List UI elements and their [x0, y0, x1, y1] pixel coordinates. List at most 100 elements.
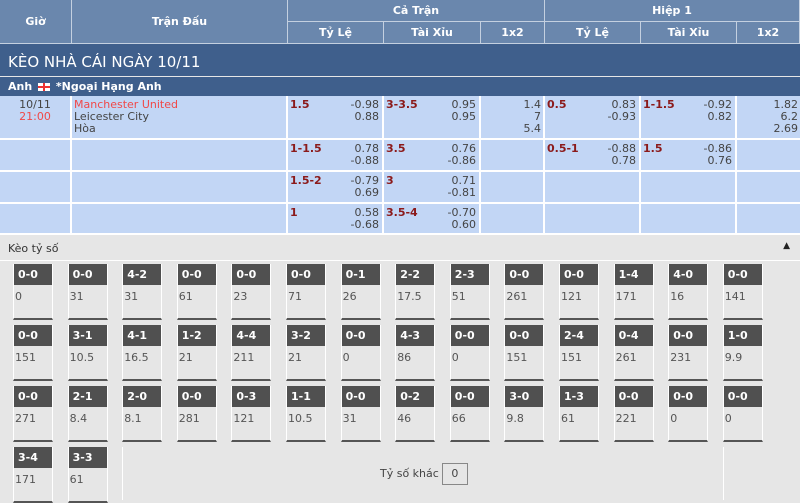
- score-odd[interactable]: 23: [233, 290, 248, 303]
- score-cell[interactable]: 4-1 16.5: [122, 325, 163, 381]
- score-odd[interactable]: 0: [670, 412, 678, 425]
- h1-over-under-odd-2[interactable]: 0.82: [707, 110, 733, 123]
- ft-over-under-odd-2[interactable]: -0.81: [447, 186, 476, 199]
- score-cell[interactable]: 0-0 0: [449, 325, 490, 381]
- score-cell[interactable]: 0-0 141: [722, 264, 763, 320]
- away-team[interactable]: Leicester City: [74, 110, 149, 123]
- score-odd[interactable]: 71: [288, 290, 302, 303]
- h1-1x2[interactable]: [737, 172, 800, 204]
- score-odd[interactable]: 151: [506, 351, 528, 364]
- score-cell[interactable]: 0-0 151: [504, 325, 545, 381]
- score-cell[interactable]: 0-0 23: [231, 264, 272, 320]
- score-odd[interactable]: 31: [342, 412, 357, 425]
- score-cell[interactable]: 2-4 151: [559, 325, 599, 381]
- triangle-up-icon[interactable]: ▲: [783, 241, 790, 251]
- score-cell[interactable]: 0-0 0: [13, 264, 53, 320]
- home-team[interactable]: Manchester United: [74, 98, 178, 111]
- score-odd[interactable]: 9.9: [724, 351, 743, 364]
- score-odd[interactable]: 66: [451, 412, 466, 425]
- score-cell[interactable]: 1-0 9.9: [722, 325, 763, 381]
- h1-over-under[interactable]: [641, 204, 737, 235]
- score-cell[interactable]: 0-0 66: [449, 386, 490, 442]
- score-odd[interactable]: 9.8: [506, 412, 524, 425]
- score-odd[interactable]: 61: [561, 412, 575, 425]
- score-cell[interactable]: 4-3 86: [395, 325, 436, 381]
- score-cell[interactable]: 4-0 16: [668, 264, 709, 320]
- ft-over-under-odd-2[interactable]: 0.95: [451, 110, 477, 123]
- score-odd[interactable]: 261: [615, 351, 637, 364]
- score-odd[interactable]: 0: [15, 290, 22, 303]
- score-odd[interactable]: 61: [178, 290, 193, 303]
- score-cell[interactable]: 0-0 31: [67, 264, 108, 320]
- ft-1x2[interactable]: [481, 140, 545, 172]
- score-odd[interactable]: 8.1: [124, 412, 142, 425]
- score-cell[interactable]: 1-3 61: [559, 386, 599, 442]
- score-cell[interactable]: 2-0 8.1: [122, 386, 163, 442]
- h1-1x2-away[interactable]: 6.2: [780, 110, 799, 123]
- h1-over-under-odd-1[interactable]: -0.92: [703, 98, 732, 111]
- score-odd[interactable]: 281: [178, 412, 200, 425]
- h1-handicap[interactable]: 0.5 0.83 -0.93: [545, 96, 641, 140]
- score-cell[interactable]: 4-4 211: [231, 325, 272, 381]
- score-cell[interactable]: 0-0 261: [504, 264, 545, 320]
- score-cell[interactable]: 0-0 231: [668, 325, 709, 381]
- h1-over-under[interactable]: [641, 172, 737, 204]
- ft-handicap[interactable]: 1 0.58 -0.68: [288, 204, 384, 235]
- score-odd[interactable]: 17.5: [397, 290, 422, 303]
- score-odd[interactable]: 231: [670, 351, 692, 364]
- score-cell[interactable]: 0-1 26: [340, 264, 381, 320]
- score-odd[interactable]: 10.5: [69, 351, 95, 364]
- score-odd[interactable]: 211: [233, 351, 255, 364]
- ft-handicap-odd-2[interactable]: 0.88: [354, 110, 380, 123]
- score-odd[interactable]: 46: [397, 412, 412, 425]
- score-cell[interactable]: 0-0 0: [340, 325, 381, 381]
- h1-handicap-odd-2[interactable]: 0.78: [611, 154, 637, 167]
- score-odd[interactable]: 16.5: [124, 351, 149, 364]
- score-cell[interactable]: 2-2 17.5: [395, 264, 436, 320]
- score-cell[interactable]: 3-4 171: [13, 447, 53, 503]
- ft-handicap-odd-1[interactable]: -0.79: [350, 174, 379, 187]
- score-cell[interactable]: 0-0 0: [722, 386, 763, 442]
- ft-over-under[interactable]: 3.5-4 -0.70 0.60: [384, 204, 481, 235]
- score-cell[interactable]: 3-1 10.5: [67, 325, 108, 381]
- score-odd[interactable]: 261: [506, 290, 528, 303]
- ft-over-under-odd-2[interactable]: -0.86: [447, 154, 476, 167]
- h1-handicap-odd-1[interactable]: 0.83: [611, 98, 637, 111]
- score-odd[interactable]: 121: [233, 412, 255, 425]
- score-odd[interactable]: 10.5: [288, 412, 313, 425]
- score-cell[interactable]: 0-3 121: [231, 386, 272, 442]
- ft-over-under[interactable]: 3-3.5 0.95 0.95: [384, 96, 481, 140]
- score-odd[interactable]: 271: [15, 412, 36, 425]
- score-cell[interactable]: 3-0 9.8: [504, 386, 545, 442]
- league-row[interactable]: Anh *Ngoại Hạng Anh: [0, 77, 800, 96]
- score-cell[interactable]: 0-0 221: [613, 386, 654, 442]
- score-odd[interactable]: 121: [561, 290, 582, 303]
- ft-1x2[interactable]: [481, 172, 545, 204]
- ft-1x2[interactable]: [481, 204, 545, 235]
- ft-handicap-odd-1[interactable]: 0.78: [354, 142, 380, 155]
- score-odd[interactable]: 141: [724, 290, 746, 303]
- score-cell[interactable]: 1-2 21: [176, 325, 217, 381]
- score-odd[interactable]: 151: [561, 351, 582, 364]
- score-odd[interactable]: 0: [724, 412, 732, 425]
- score-odd[interactable]: 171: [15, 473, 36, 486]
- score-cell[interactable]: 0-0 71: [286, 264, 326, 320]
- ft-handicap-odd-2[interactable]: -0.88: [350, 154, 379, 167]
- h1-1x2[interactable]: [737, 140, 800, 172]
- score-odd[interactable]: 221: [615, 412, 637, 425]
- ft-handicap[interactable]: 1.5-2 -0.79 0.69: [288, 172, 384, 204]
- ft-handicap[interactable]: 1-1.5 0.78 -0.88: [288, 140, 384, 172]
- score-cell[interactable]: 0-0 31: [340, 386, 381, 442]
- h1-1x2-home[interactable]: 1.82: [773, 98, 799, 111]
- score-odd[interactable]: 0: [342, 351, 350, 364]
- score-odd[interactable]: 86: [397, 351, 412, 364]
- score-cell[interactable]: 4-2 31: [122, 264, 163, 320]
- score-cell[interactable]: 1-1 10.5: [286, 386, 326, 442]
- score-cell[interactable]: 2-1 8.4: [67, 386, 108, 442]
- score-cell[interactable]: 1-4 171: [613, 264, 654, 320]
- ft-handicap-odd-2[interactable]: 0.69: [354, 186, 380, 199]
- other-score-value[interactable]: 0: [441, 463, 468, 485]
- score-odd[interactable]: 0: [451, 351, 459, 364]
- score-odd[interactable]: 171: [615, 290, 637, 303]
- score-cell[interactable]: 2-3 51: [449, 264, 490, 320]
